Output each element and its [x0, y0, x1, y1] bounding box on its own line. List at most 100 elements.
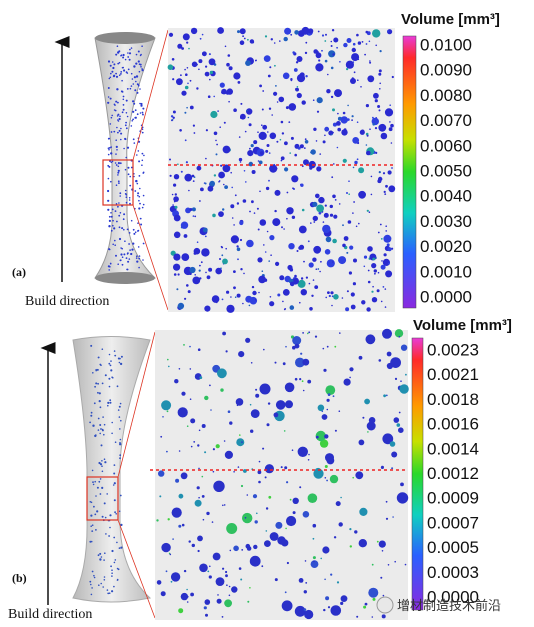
pore [226, 523, 238, 534]
pore [368, 40, 371, 43]
pore [135, 180, 138, 183]
pore [215, 153, 218, 156]
pore [305, 582, 308, 584]
pore [90, 525, 92, 527]
colorbar-label: 0.0000 [427, 587, 479, 606]
pore [251, 170, 256, 174]
watermark-icon [376, 596, 394, 614]
pore [209, 565, 211, 568]
pore [124, 168, 127, 171]
pore [387, 170, 392, 175]
pore [120, 73, 122, 75]
pore [179, 129, 182, 132]
pore [110, 146, 112, 149]
pore [93, 574, 95, 577]
pore [245, 60, 251, 66]
pore [127, 52, 129, 54]
pore [292, 345, 296, 350]
pore [340, 601, 344, 606]
pore [238, 136, 241, 138]
pore [267, 74, 271, 78]
pore [366, 150, 371, 156]
pore [236, 247, 241, 252]
pore [127, 173, 130, 176]
pore [228, 585, 231, 588]
pore [101, 382, 104, 385]
pore [109, 401, 112, 404]
pore [323, 368, 327, 372]
pore [107, 404, 109, 407]
pore [264, 35, 268, 38]
pore [380, 132, 388, 140]
pore [333, 37, 339, 43]
colorbar-labels: 0.0100 0.0090 0.0080 0.0070 0.0060 0.0050 0.00… [420, 35, 472, 306]
pore [275, 400, 286, 410]
pore [110, 360, 112, 362]
pore [279, 275, 285, 281]
pore [128, 58, 131, 61]
pore [318, 211, 322, 215]
pore [339, 332, 341, 334]
pore [329, 474, 339, 484]
pore [400, 344, 408, 351]
pore [186, 595, 189, 598]
pore [118, 510, 121, 513]
pore [103, 423, 106, 426]
pore [333, 536, 337, 539]
pore [355, 471, 364, 480]
pore [181, 523, 185, 527]
pore [109, 262, 112, 265]
pore [374, 99, 378, 103]
pore [110, 116, 113, 119]
pore [268, 107, 272, 110]
pore [205, 129, 208, 132]
pore [137, 60, 140, 63]
pore [314, 335, 318, 338]
pore [196, 241, 199, 243]
pore [126, 72, 129, 74]
pore [160, 435, 163, 438]
pore [301, 26, 310, 35]
pore [233, 286, 236, 290]
pore [317, 30, 320, 33]
pore [377, 271, 380, 274]
pore [91, 469, 94, 472]
pore [117, 165, 120, 168]
pore [326, 89, 331, 94]
pore [229, 549, 232, 552]
pore [283, 36, 288, 42]
pore [364, 602, 368, 606]
pore [394, 329, 404, 338]
pore [297, 279, 306, 288]
pore [211, 521, 214, 523]
pore [199, 376, 203, 379]
colorbar-label: 0.0070 [420, 111, 472, 130]
pore [90, 411, 93, 414]
pore [351, 119, 353, 121]
pore [292, 336, 302, 345]
pore [135, 62, 138, 65]
pore [230, 296, 232, 298]
pore [351, 115, 354, 118]
pore [212, 213, 216, 218]
pore [231, 186, 233, 189]
pore [282, 300, 284, 303]
pore [292, 187, 294, 190]
pore [367, 269, 370, 272]
pore [336, 121, 341, 126]
pore [118, 214, 121, 217]
zoom-line [117, 331, 156, 478]
pore [221, 246, 224, 249]
pore [330, 40, 333, 43]
pore [273, 412, 279, 418]
pore [310, 560, 319, 568]
pore [233, 108, 237, 112]
pore [139, 102, 141, 105]
pore [367, 246, 373, 252]
pore [268, 152, 271, 154]
pore [137, 192, 140, 195]
pore [184, 173, 193, 182]
pore [109, 526, 111, 529]
pore [253, 140, 258, 145]
pore [135, 53, 138, 56]
